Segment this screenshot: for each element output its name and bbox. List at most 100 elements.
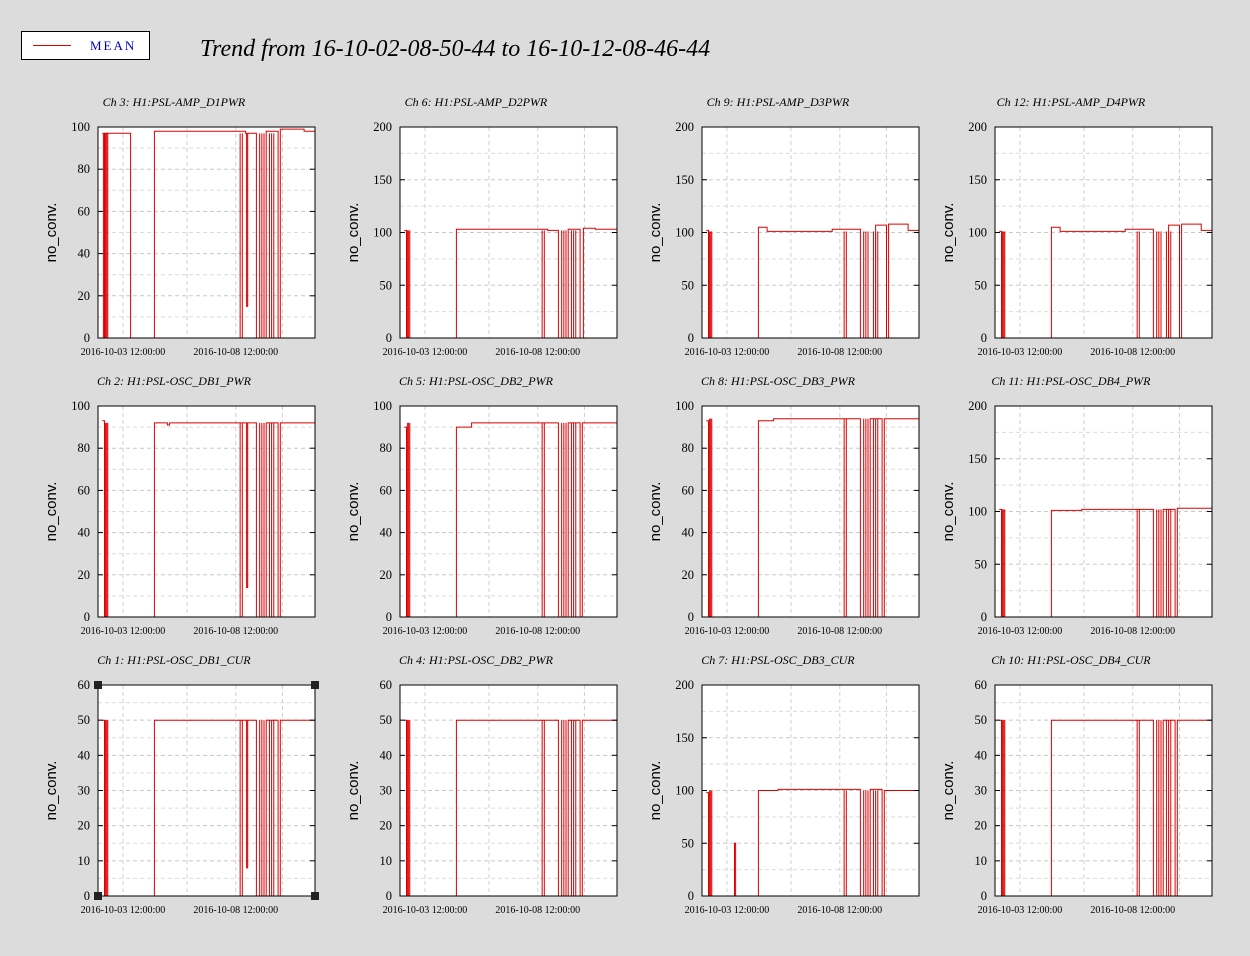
- y-axis-label: no_conv.: [43, 761, 60, 821]
- x-tick-label: 2016-10-08 12:00:00: [193, 905, 278, 916]
- chart-title: Ch 8: H1:PSL-OSC_DB3_PWR: [701, 374, 856, 388]
- chart-title: Ch 1: H1:PSL-OSC_DB1_CUR: [97, 653, 251, 667]
- y-axis-label: no_conv.: [43, 203, 60, 263]
- chart-title: Ch 10: H1:PSL-OSC_DB4_CUR: [991, 653, 1151, 667]
- x-tick-label: 2016-10-08 12:00:00: [797, 347, 882, 358]
- y-tick-label: 50: [682, 836, 695, 850]
- y-axis-label: no_conv.: [647, 761, 664, 821]
- y-tick-label: 20: [78, 819, 91, 833]
- x-tick-label: 2016-10-03 12:00:00: [383, 626, 468, 637]
- y-tick-label: 60: [78, 678, 91, 692]
- x-tick-label: 2016-10-08 12:00:00: [495, 347, 580, 358]
- y-tick-label: 100: [373, 399, 392, 413]
- chart-panel[interactable]: 0 10 20 30 40 50 60 2016-10-03 12:00:00 2016-10-…: [940, 653, 1213, 916]
- y-tick-label: 0: [981, 889, 987, 903]
- y-axis-label: no_conv.: [940, 203, 957, 263]
- y-tick-label: 150: [675, 731, 694, 745]
- y-tick-label: 50: [380, 278, 393, 292]
- y-tick-label: 0: [981, 610, 987, 624]
- y-tick-label: 150: [675, 173, 694, 187]
- chart-panel[interactable]: 0 20 40 60 80 100 2016-10-03 12:00:00 2016-10-0…: [345, 374, 618, 637]
- y-tick-label: 200: [675, 678, 694, 692]
- x-tick-label: 2016-10-03 12:00:00: [383, 905, 468, 916]
- x-tick-label: 2016-10-03 12:00:00: [81, 347, 166, 358]
- chart-panel[interactable]: 0 50 100 150 200 2016-10-03 12:00:00 2016-10-0…: [940, 95, 1213, 358]
- selection-handle[interactable]: [311, 892, 319, 900]
- legend: MEAN: [21, 31, 150, 60]
- y-tick-label: 100: [71, 120, 90, 134]
- y-tick-label: 100: [968, 226, 987, 240]
- chart-title: Ch 7: H1:PSL-OSC_DB3_CUR: [701, 653, 855, 667]
- y-tick-label: 0: [386, 331, 392, 345]
- chart-panel[interactable]: 0 50 100 150 200 2016-10-03 12:00:00 2016-10-0…: [345, 95, 618, 358]
- y-tick-label: 30: [380, 784, 393, 798]
- y-tick-label: 150: [968, 173, 987, 187]
- y-tick-label: 40: [380, 526, 393, 540]
- y-tick-label: 40: [78, 526, 91, 540]
- y-tick-label: 100: [71, 399, 90, 413]
- x-tick-label: 2016-10-03 12:00:00: [685, 347, 770, 358]
- y-tick-label: 30: [78, 784, 91, 798]
- chart-panel[interactable]: 0 10 20 30 40 50 60 2016-10-03 12:00:00 2016-10-…: [43, 653, 319, 916]
- plot-frame: [399, 405, 618, 618]
- y-tick-label: 0: [688, 889, 694, 903]
- chart-title: Ch 9: H1:PSL-AMP_D3PWR: [707, 95, 850, 109]
- chart-panel[interactable]: 0 20 40 60 80 100 2016-10-03 12:00:00 2016-10-0…: [43, 95, 316, 358]
- y-tick-label: 60: [78, 483, 91, 497]
- y-tick-label: 50: [380, 713, 393, 727]
- chart-panel[interactable]: 0 20 40 60 80 100 2016-10-03 12:00:00 2016-10-0…: [43, 374, 316, 637]
- y-tick-label: 10: [975, 854, 988, 868]
- y-tick-label: 0: [386, 889, 392, 903]
- y-tick-label: 150: [373, 173, 392, 187]
- plot-frame: [97, 405, 316, 618]
- y-tick-label: 0: [386, 610, 392, 624]
- x-tick-label: 2016-10-03 12:00:00: [81, 626, 166, 637]
- x-tick-label: 2016-10-03 12:00:00: [685, 626, 770, 637]
- chart-title: Ch 5: H1:PSL-OSC_DB2_PWR: [399, 374, 554, 388]
- y-tick-label: 60: [682, 483, 695, 497]
- x-tick-label: 2016-10-08 12:00:00: [797, 626, 882, 637]
- x-tick-label: 2016-10-08 12:00:00: [495, 626, 580, 637]
- selection-handle[interactable]: [94, 681, 102, 689]
- y-tick-label: 30: [975, 784, 988, 798]
- y-tick-label: 50: [975, 713, 988, 727]
- chart-title: Ch 6: H1:PSL-AMP_D2PWR: [405, 95, 548, 109]
- y-tick-label: 60: [78, 204, 91, 218]
- x-tick-label: 2016-10-08 12:00:00: [1090, 905, 1175, 916]
- selection-handle[interactable]: [94, 892, 102, 900]
- y-tick-label: 80: [380, 441, 393, 455]
- x-tick-label: 2016-10-08 12:00:00: [193, 347, 278, 358]
- y-axis-label: no_conv.: [43, 482, 60, 542]
- chart-panel[interactable]: 0 50 100 150 200 2016-10-03 12:00:00 2016-10-0…: [940, 374, 1213, 637]
- y-axis-label: no_conv.: [345, 761, 362, 821]
- y-tick-label: 50: [78, 713, 91, 727]
- chart-title: Ch 4: H1:PSL-OSC_DB2_PWR: [399, 653, 554, 667]
- x-tick-label: 2016-10-03 12:00:00: [685, 905, 770, 916]
- series-line: [102, 128, 316, 339]
- chart-panel[interactable]: 0 50 100 150 200 2016-10-03 12:00:00 2016-10-0…: [647, 653, 920, 916]
- x-tick-label: 2016-10-03 12:00:00: [978, 626, 1063, 637]
- chart-title: Ch 11: H1:PSL-OSC_DB4_PWR: [991, 374, 1151, 388]
- y-tick-label: 10: [78, 854, 91, 868]
- y-tick-label: 0: [84, 331, 90, 345]
- y-axis-label: no_conv.: [647, 482, 664, 542]
- y-tick-label: 20: [975, 819, 988, 833]
- chart-panel[interactable]: 0 20 40 60 80 100 2016-10-03 12:00:00 2016-10-0…: [647, 374, 920, 637]
- y-tick-label: 150: [968, 452, 987, 466]
- main-title: Trend from 16-10-02-08-50-44 to 16-10-12…: [200, 36, 711, 62]
- y-tick-label: 20: [78, 568, 91, 582]
- x-tick-label: 2016-10-03 12:00:00: [978, 905, 1063, 916]
- chart-panel[interactable]: 0 10 20 30 40 50 60 2016-10-03 12:00:00 2016-10-…: [345, 653, 618, 916]
- selection-handle[interactable]: [311, 681, 319, 689]
- y-axis-label: no_conv.: [345, 203, 362, 263]
- chart-title: Ch 2: H1:PSL-OSC_DB1_PWR: [97, 374, 252, 388]
- y-tick-label: 0: [981, 331, 987, 345]
- x-tick-label: 2016-10-03 12:00:00: [81, 905, 166, 916]
- y-tick-label: 100: [373, 226, 392, 240]
- chart-panel[interactable]: 0 50 100 150 200 2016-10-03 12:00:00 2016-10-0…: [647, 95, 920, 358]
- y-tick-label: 0: [688, 610, 694, 624]
- x-tick-label: 2016-10-08 12:00:00: [1090, 626, 1175, 637]
- series-line: [706, 788, 919, 897]
- y-tick-label: 50: [682, 278, 695, 292]
